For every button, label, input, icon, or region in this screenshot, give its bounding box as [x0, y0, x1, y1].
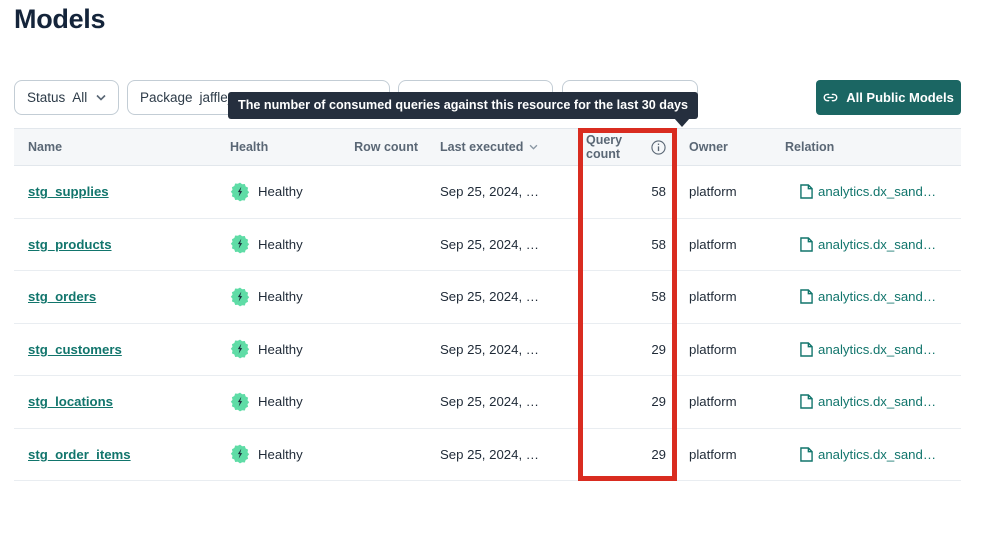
model-name-link[interactable]: stg_locations	[28, 394, 114, 410]
health-status-label: Healthy	[258, 289, 303, 305]
owner-value: platform	[689, 446, 737, 462]
query-count-value: 58	[651, 289, 666, 305]
column-header-name: Name	[28, 140, 63, 154]
last-executed-value: Sep 25, 2024, …	[440, 184, 539, 200]
document-icon	[800, 394, 813, 409]
health-status-label: Healthy	[258, 394, 303, 410]
status-filter-value: All	[72, 90, 88, 105]
info-icon[interactable]	[651, 139, 666, 155]
health-status-label: Healthy	[258, 184, 303, 200]
last-executed-value: Sep 25, 2024, …	[440, 394, 539, 410]
healthy-badge-icon	[230, 287, 250, 307]
healthy-badge-icon	[230, 339, 250, 359]
query-count-value: 58	[651, 184, 666, 200]
chevron-down-icon	[96, 94, 106, 101]
last-executed-value: Sep 25, 2024, …	[440, 341, 539, 357]
healthy-badge-icon	[230, 444, 250, 464]
last-executed-label: Last executed	[440, 140, 524, 154]
document-icon	[800, 237, 813, 252]
last-executed-value: Sep 25, 2024, …	[440, 446, 539, 462]
query-count-label: Query count	[586, 133, 623, 161]
package-filter-value: jaffle_	[199, 90, 236, 105]
healthy-badge-icon	[230, 392, 250, 412]
health-status-label: Healthy	[258, 341, 303, 357]
sort-chevron-down-icon	[529, 144, 538, 150]
owner-value: platform	[689, 236, 737, 252]
owner-value: platform	[689, 184, 737, 200]
tooltip-text: The number of consumed queries against t…	[238, 98, 688, 112]
document-icon	[800, 342, 813, 357]
query-count-value: 29	[651, 446, 666, 462]
last-executed-value: Sep 25, 2024, …	[440, 289, 539, 305]
relation-link[interactable]: analytics.dx_sand…	[818, 446, 937, 462]
query-count-value: 58	[651, 236, 666, 252]
column-header-health: Health	[230, 140, 269, 154]
table-row: stg_products Healthy Sep 25, 2024, … 58 …	[14, 219, 961, 271]
table-row: stg_orders Healthy Sep 25, 2024, … 58 pl…	[14, 271, 961, 324]
status-filter-dropdown[interactable]: Status All	[14, 80, 119, 115]
column-header-relation: Relation	[785, 140, 835, 154]
relation-link[interactable]: analytics.dx_sand…	[818, 394, 937, 410]
all-public-models-button[interactable]: All Public Models	[816, 80, 961, 115]
relation-link[interactable]: analytics.dx_sand…	[818, 341, 937, 357]
health-status-label: Healthy	[258, 446, 303, 462]
all-public-models-label: All Public Models	[846, 90, 954, 105]
table-header-row: Name Health Row count Last executed Quer…	[14, 128, 961, 166]
models-table: Name Health Row count Last executed Quer…	[14, 128, 961, 481]
query-count-value: 29	[651, 341, 666, 357]
link-icon	[823, 90, 838, 105]
query-count-value: 29	[651, 394, 666, 410]
table-row: stg_customers Healthy Sep 25, 2024, … 29…	[14, 324, 961, 376]
healthy-badge-icon	[230, 234, 250, 254]
relation-link[interactable]: analytics.dx_sand…	[818, 184, 937, 200]
column-header-owner: Owner	[689, 140, 728, 154]
model-name-link[interactable]: stg_supplies	[28, 184, 109, 200]
column-header-query-count: Query count	[571, 133, 666, 161]
model-name-link[interactable]: stg_order_items	[28, 446, 131, 462]
document-icon	[800, 289, 813, 304]
relation-link[interactable]: analytics.dx_sand…	[818, 236, 937, 252]
model-name-link[interactable]: stg_orders	[28, 289, 97, 305]
healthy-badge-icon	[230, 182, 250, 202]
owner-value: platform	[689, 394, 737, 410]
status-filter-label: Status	[27, 90, 66, 105]
page-title: Models	[14, 4, 106, 34]
table-row: stg_supplies Healthy Sep 25, 2024, … 58 …	[14, 166, 961, 219]
tooltip-arrow	[674, 118, 690, 127]
last-executed-value: Sep 25, 2024, …	[440, 236, 539, 252]
health-status-label: Healthy	[258, 236, 303, 252]
package-filter-label: Package	[140, 90, 193, 105]
owner-value: platform	[689, 289, 737, 305]
document-icon	[800, 447, 813, 462]
column-header-last-executed[interactable]: Last executed	[418, 140, 571, 154]
model-name-link[interactable]: stg_customers	[28, 341, 122, 357]
owner-value: platform	[689, 341, 737, 357]
model-name-link[interactable]: stg_products	[28, 236, 112, 252]
column-header-row-count: Row count	[354, 140, 418, 154]
query-count-tooltip: The number of consumed queries against t…	[228, 92, 698, 127]
relation-link[interactable]: analytics.dx_sand…	[818, 289, 937, 305]
table-row: stg_locations Healthy Sep 25, 2024, … 29…	[14, 376, 961, 429]
table-row: stg_order_items Healthy Sep 25, 2024, … …	[14, 429, 961, 481]
document-icon	[800, 184, 813, 199]
